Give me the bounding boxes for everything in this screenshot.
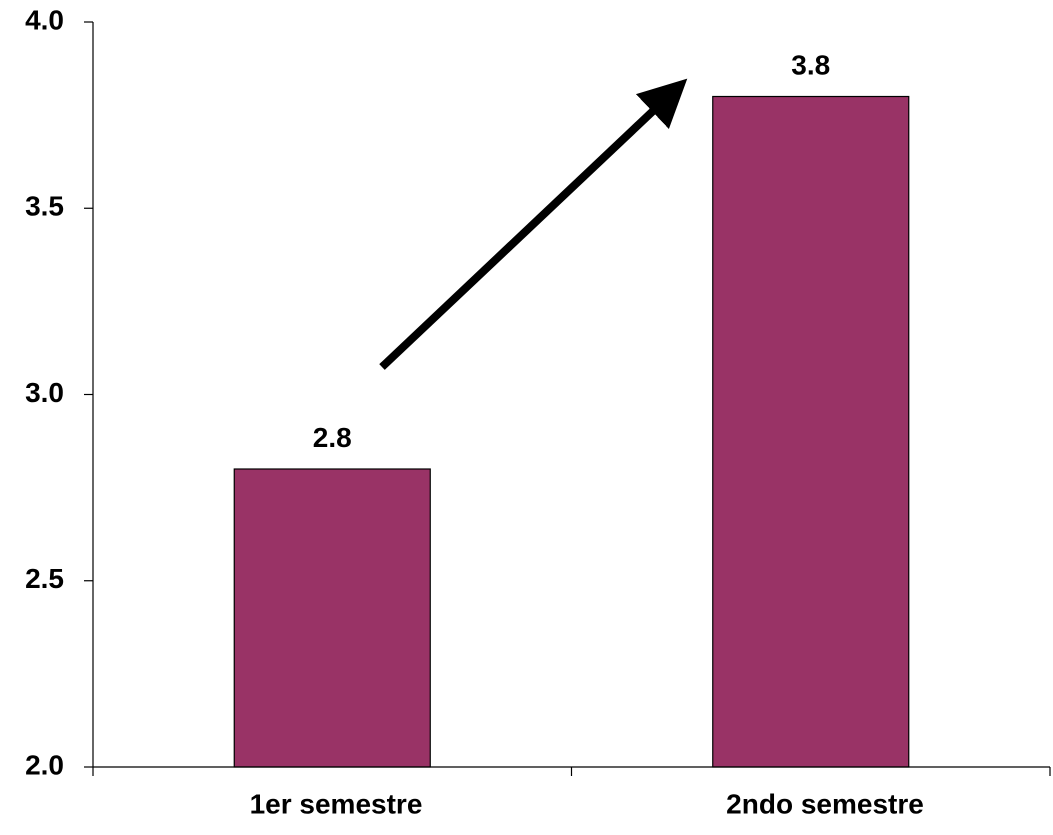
- y-axis-ticks: 2.0 2.5 3.0 3.5 4.0: [25, 4, 93, 780]
- data-label-2: 3.8: [791, 50, 830, 81]
- category-label-1: 1er semestre: [250, 788, 423, 819]
- y-tick-label: 2.5: [25, 563, 64, 594]
- data-label-1: 2.8: [313, 422, 352, 453]
- bar-1: [233, 468, 431, 768]
- bars: [233, 95, 910, 768]
- y-tick-label: 3.0: [25, 377, 64, 408]
- y-tick-label: 2.0: [25, 749, 64, 780]
- bar-2: [712, 95, 910, 768]
- category-label-2: 2ndo semestre: [726, 788, 924, 819]
- x-axis-ticks: [92, 767, 1051, 776]
- y-tick-label: 4.0: [25, 4, 64, 35]
- upward-trend-arrow: [379, 78, 688, 370]
- y-tick-label: 3.5: [25, 191, 64, 222]
